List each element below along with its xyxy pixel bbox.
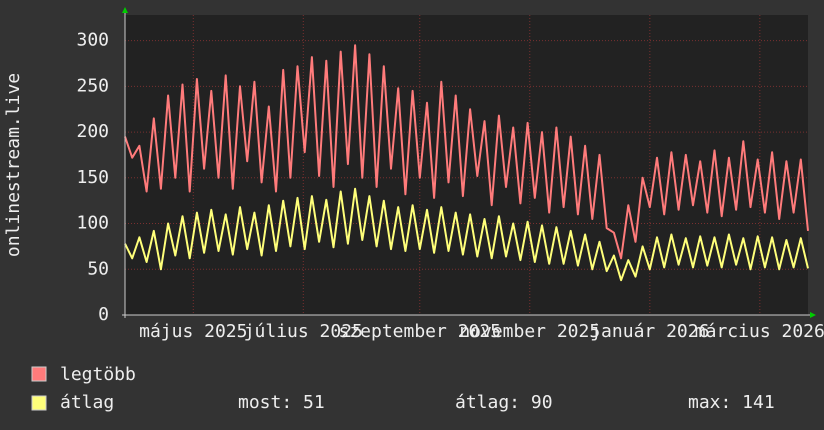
- stat: átlag: 90: [455, 392, 553, 413]
- y-tick-label: 150: [76, 167, 109, 188]
- x-tick-label: január 2026: [590, 321, 709, 342]
- arrow: [810, 312, 816, 318]
- series-line: [124, 44, 809, 260]
- stat: most: 51: [238, 392, 325, 413]
- y-tick-label: 0: [98, 304, 109, 325]
- y-tick-label: 200: [76, 121, 109, 142]
- legend-label: legtöbb: [60, 364, 136, 385]
- y-tick-label: 100: [76, 213, 109, 234]
- x-tick-label: július 2025: [244, 321, 363, 342]
- y-tick-label: 300: [76, 30, 109, 51]
- legend-swatch: [31, 366, 47, 382]
- legend-label: átlag: [60, 392, 114, 413]
- y-tick-label: 250: [76, 75, 109, 96]
- lines: [124, 44, 809, 282]
- arrow: [122, 7, 128, 13]
- stat: max: 141: [688, 392, 775, 413]
- x-tick-label: május 2025: [139, 321, 247, 342]
- x-tick-label: szeptember 2025: [338, 321, 501, 342]
- y-axis-label: onlinestream.live: [3, 73, 24, 257]
- plot-area: [125, 15, 808, 315]
- y-tick-label: 50: [87, 258, 109, 279]
- x-tick-label: március 2026: [695, 321, 824, 342]
- x-tick-label: november 2025: [459, 321, 600, 342]
- legend-swatch: [31, 395, 47, 411]
- series-line: [124, 187, 809, 282]
